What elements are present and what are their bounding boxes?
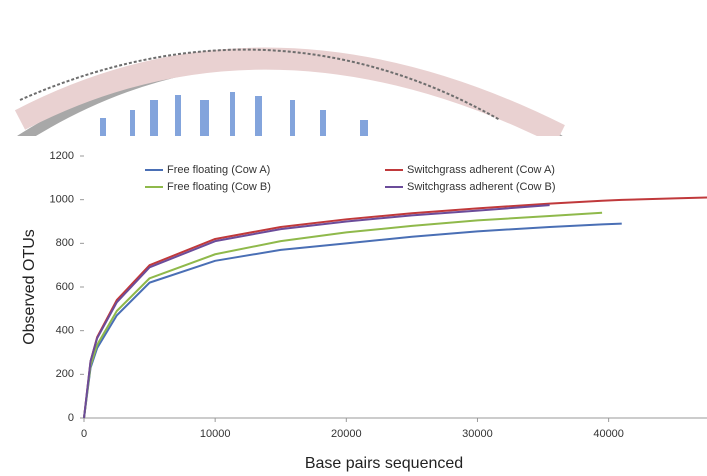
y-axis-title: Observed OTUs bbox=[21, 229, 38, 345]
genome-track bbox=[19, 48, 501, 121]
x-tick-label: 20000 bbox=[331, 428, 362, 440]
background-figure bbox=[0, 47, 707, 146]
y-tick-label: 800 bbox=[56, 237, 74, 249]
x-tick-label: 30000 bbox=[462, 428, 493, 440]
y-tick-label: 0 bbox=[68, 412, 74, 424]
x-tick-label: 40000 bbox=[593, 428, 624, 440]
y-tick-label: 200 bbox=[56, 368, 74, 380]
y-tick-label: 1200 bbox=[50, 150, 74, 162]
legend-label: Free floating (Cow B) bbox=[167, 181, 271, 193]
y-tick-label: 1000 bbox=[50, 194, 74, 206]
x-axis-title: Base pairs sequenced bbox=[305, 455, 463, 472]
legend-label: Free floating (Cow A) bbox=[167, 164, 270, 176]
y-tick-label: 600 bbox=[56, 281, 74, 293]
legend-label: Switchgrass adherent (Cow B) bbox=[407, 181, 556, 193]
legend-label: Switchgrass adherent (Cow A) bbox=[407, 164, 555, 176]
x-tick-label: 0 bbox=[81, 428, 87, 440]
y-tick-label: 400 bbox=[56, 325, 74, 337]
series-line bbox=[83, 196, 707, 419]
series-line bbox=[83, 211, 603, 419]
divider bbox=[0, 136, 707, 146]
x-tick-label: 10000 bbox=[200, 428, 231, 440]
genome-track bbox=[14, 47, 565, 145]
series-line bbox=[83, 204, 550, 419]
genome-bars bbox=[100, 92, 368, 136]
series-line bbox=[83, 222, 622, 419]
